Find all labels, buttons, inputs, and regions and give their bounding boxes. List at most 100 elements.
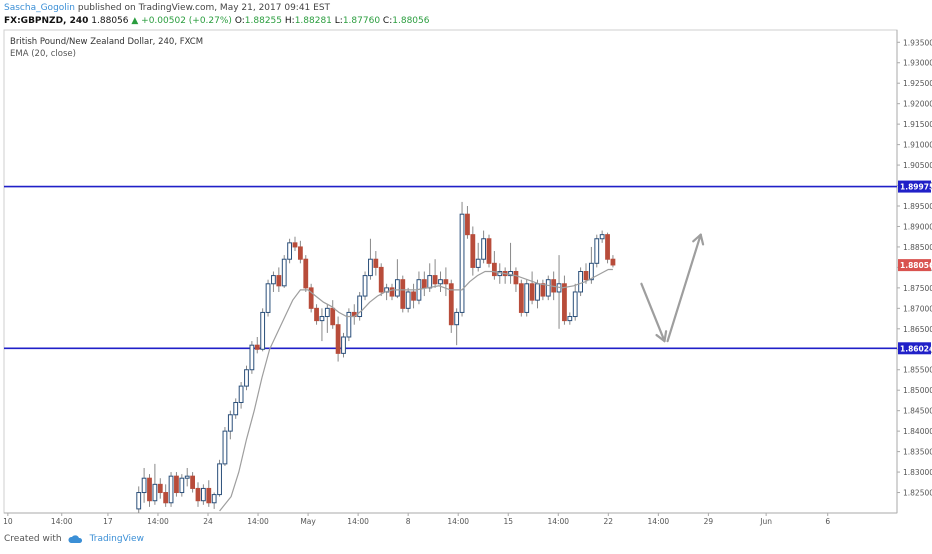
candle-up	[238, 385, 244, 403]
y-tick-label: 1.83500	[903, 448, 932, 457]
candles	[136, 201, 616, 513]
open-value: 1.88255	[244, 16, 282, 26]
publish-info: published on TradingView.com, May 21, 20…	[77, 3, 331, 13]
created-with-label: Created with	[4, 534, 62, 544]
candle-up	[287, 242, 293, 260]
candle-down	[163, 492, 169, 504]
candle-up	[227, 414, 233, 432]
candle-down	[308, 287, 314, 309]
candle-down	[378, 266, 384, 293]
candle-down	[443, 279, 449, 285]
candle-up	[427, 275, 433, 289]
y-tick-label: 1.89500	[903, 202, 932, 211]
candle-up	[233, 401, 239, 416]
y-tick-label: 1.84500	[903, 407, 932, 416]
last-price: 1.88056	[91, 16, 129, 26]
brand-link[interactable]: TradingView	[89, 534, 144, 544]
x-tick-label: 14:00	[347, 517, 369, 526]
x-tick-label: 14:00	[51, 517, 73, 526]
candle-up	[281, 258, 287, 287]
x-tick-label: 14:00	[648, 517, 670, 526]
candle-up	[184, 475, 190, 479]
chart-title: British Pound/New Zealand Dollar, 240, F…	[10, 37, 203, 47]
y-tick-label: 1.85000	[903, 386, 932, 395]
candle-up	[594, 238, 600, 264]
y-tick-label: 1.92000	[903, 100, 932, 109]
low-value: 1.87760	[342, 16, 381, 26]
candle-up	[324, 307, 330, 318]
candle-up	[362, 275, 368, 297]
price-tags: 1.89975 1.86024 1.88056	[898, 180, 932, 355]
x-tick-label: 17	[103, 517, 113, 526]
candle-down	[276, 275, 282, 287]
candle-up	[217, 463, 222, 496]
ema-polyline	[219, 268, 613, 512]
y-tick-label: 1.88500	[903, 243, 932, 252]
candle-up	[599, 234, 605, 240]
candle-up	[200, 487, 206, 502]
candle-down	[400, 279, 406, 309]
candle-up	[271, 275, 276, 285]
candle-down	[540, 283, 546, 297]
y-tick-label: 1.87000	[903, 304, 932, 313]
candle-down	[513, 271, 519, 285]
up-arrow-head	[699, 233, 705, 246]
high-value: 1.88281	[294, 16, 332, 26]
resistance-tag-label: 1.89975	[900, 183, 932, 192]
candle-up	[572, 291, 578, 318]
candle-down	[303, 258, 309, 289]
candle-down	[583, 271, 589, 281]
candle-down	[174, 475, 179, 494]
candle-up	[136, 492, 142, 510]
candle-down	[195, 487, 201, 502]
candle-up	[475, 258, 481, 268]
y-tick-label: 1.85500	[903, 366, 932, 375]
author-link[interactable]: Sascha_Gogolin	[4, 3, 75, 13]
candle-up	[524, 283, 530, 313]
down-arrow-head	[655, 333, 666, 343]
candle-up	[265, 283, 271, 313]
x-tick-label: May	[300, 517, 316, 526]
drawing-arrows	[640, 233, 705, 343]
candle-down	[411, 291, 416, 301]
candle-down	[421, 279, 427, 289]
y-tick-label: 1.93500	[903, 38, 932, 47]
candle-up	[222, 430, 228, 465]
x-tick-label: 14:00	[147, 517, 169, 526]
candle-down	[314, 307, 319, 322]
x-tick-label: 14:00	[447, 517, 469, 526]
x-tick-label: 10	[3, 517, 13, 526]
open-label: O:	[234, 16, 245, 26]
candle-down	[297, 246, 303, 260]
y-tick-label: 1.91500	[903, 120, 932, 129]
x-tick-label: 8	[406, 517, 411, 526]
price-change: ▲ +0.00502 (+0.27%)	[131, 16, 232, 26]
high-label: H:	[284, 16, 295, 26]
candle-down	[518, 283, 524, 313]
candle-up	[346, 311, 352, 338]
candle-down	[292, 242, 298, 248]
candle-down	[491, 262, 497, 277]
candle-down	[470, 234, 476, 268]
low-label: L:	[334, 16, 343, 26]
support-tag-label: 1.86024	[900, 344, 932, 353]
x-axis: 10 14:00 17 14:00 24 14:00 May 14:00 8 14:00 15 14:…	[3, 513, 830, 526]
candle-down	[562, 283, 567, 322]
indicator-label: EMA (20, close)	[10, 49, 76, 59]
up-arrow	[666, 233, 702, 343]
candle-up	[438, 279, 443, 285]
candle-up	[578, 271, 584, 293]
candle-up	[179, 477, 185, 494]
candle-up	[168, 475, 174, 504]
y-tick-label: 1.92500	[903, 79, 932, 88]
candle-up	[588, 262, 594, 281]
y-tick-label: 1.91000	[903, 141, 932, 150]
candle-down	[157, 483, 163, 494]
candle-down	[389, 287, 395, 297]
x-tick-label: 14:00	[547, 517, 569, 526]
ohlc-line: FX:GBPNZD, 240 1.88056 ▲ +0.00502 (+0.27…	[4, 15, 924, 28]
candle-up	[545, 279, 551, 297]
candle-up	[357, 295, 363, 318]
